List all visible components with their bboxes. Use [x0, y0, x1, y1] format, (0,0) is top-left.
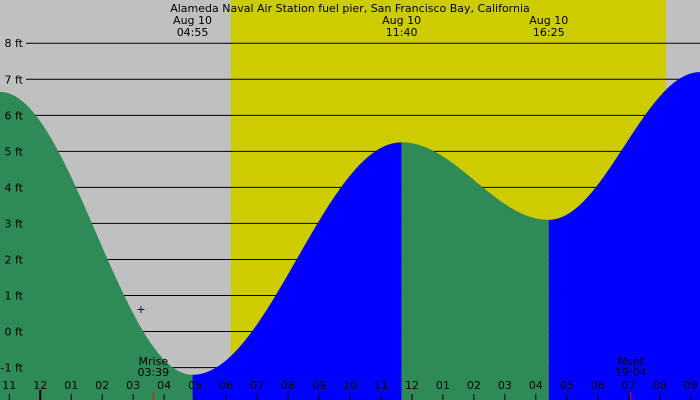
- hour-tick-label: 09: [684, 379, 698, 392]
- crosshair-marker: +: [136, 303, 145, 316]
- y-tick-label: 0 ft: [5, 326, 24, 339]
- moonrise-time: 03:39: [137, 366, 169, 379]
- hour-tick-label: 07: [250, 379, 264, 392]
- y-tick-label: 5 ft: [5, 145, 24, 158]
- y-tick-label: 7 ft: [5, 73, 24, 86]
- hour-tick-label: 11: [374, 379, 388, 392]
- hour-tick-label: 07: [622, 379, 636, 392]
- y-tick-label: 4 ft: [5, 181, 24, 194]
- moonrise-label: Mrise: [139, 355, 169, 368]
- event-date-label: Aug 10: [529, 14, 568, 27]
- hour-tick-label: 05: [188, 379, 202, 392]
- y-axis-labels: -1 ft 0 ft 1 ft 2 ft 3 ft 4 ft 5 ft 6 ft 7 ft 8 f…: [1, 37, 24, 374]
- y-tick-label: 8 ft: [5, 37, 24, 50]
- y-tick-label: 6 ft: [5, 109, 24, 122]
- hour-tick-label: 09: [312, 379, 326, 392]
- moonset-time: 19:04: [615, 366, 647, 379]
- falling-tide-area: [0, 91, 193, 400]
- event-time-label: 11:40: [386, 26, 418, 39]
- hour-tick-label: 12: [33, 379, 47, 392]
- hour-tick-label: 11: [2, 379, 16, 392]
- hour-tick-label: 05: [560, 379, 574, 392]
- hour-tick-label: 02: [95, 379, 109, 392]
- event-date-label: Aug 10: [173, 14, 212, 27]
- event-time-label: 16:25: [533, 26, 565, 39]
- hour-tick-label: 08: [653, 379, 667, 392]
- tide-areas: [0, 72, 700, 400]
- y-tick-label: -1 ft: [1, 362, 24, 375]
- moonset-label: Mset: [618, 355, 645, 368]
- event-time-label: 04:55: [177, 26, 209, 39]
- hour-tick-label: 04: [529, 379, 543, 392]
- hour-tick-label: 02: [467, 379, 481, 392]
- hour-tick-label: 12: [405, 379, 419, 392]
- hour-tick-label: 03: [126, 379, 140, 392]
- falling-tide-area: [401, 142, 549, 400]
- hour-tick-label: 03: [498, 379, 512, 392]
- event-date-label: Aug 10: [382, 14, 421, 27]
- hour-tick-label: 01: [64, 379, 78, 392]
- hour-tick-label: 06: [219, 379, 233, 392]
- chart-title: Alameda Naval Air Station fuel pier, San…: [170, 2, 530, 15]
- y-tick-label: 1 ft: [5, 289, 24, 302]
- y-tick-label: 2 ft: [5, 253, 24, 266]
- hour-tick-label: 10: [343, 379, 357, 392]
- y-tick-label: 3 ft: [5, 217, 24, 230]
- hour-tick-label: 08: [281, 379, 295, 392]
- hour-tick-label: 04: [157, 379, 171, 392]
- hour-tick-label: 01: [436, 379, 450, 392]
- hour-axis: 11 12 01 02 03 04 05 06 07 08 09 10 11 12 01 02 03 04 05 06…: [2, 379, 698, 400]
- hour-tick-label: 06: [591, 379, 605, 392]
- rising-tide-area: [548, 72, 700, 400]
- rising-tide-area: [192, 142, 402, 400]
